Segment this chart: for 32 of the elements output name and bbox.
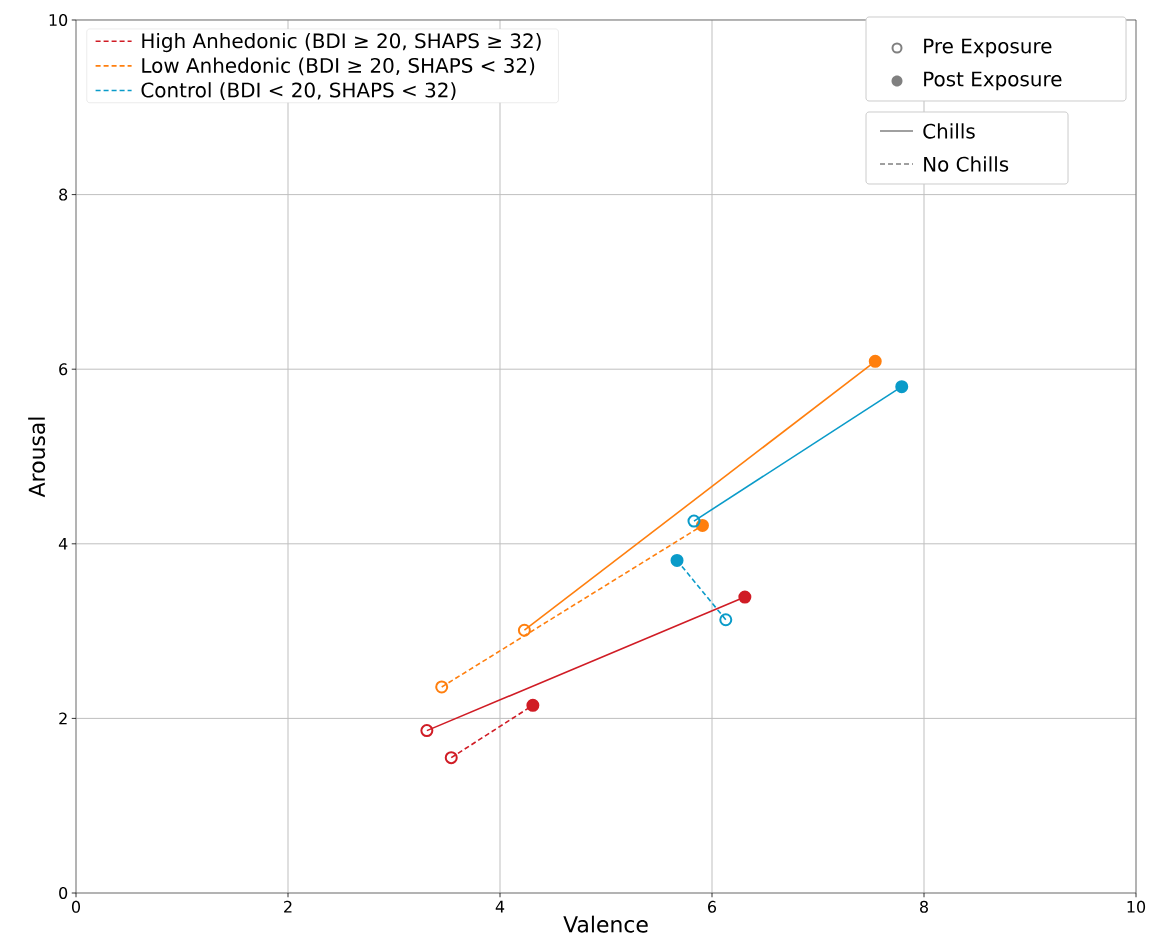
y-tick-label: 2 <box>59 712 67 725</box>
annotation: No Chills <box>924 156 1009 172</box>
point <box>895 380 909 394</box>
point <box>444 751 458 765</box>
annotation: Post Exposure <box>924 71 1062 91</box>
point <box>687 514 701 528</box>
point <box>435 680 449 694</box>
x-tick-label: 0 <box>71 900 81 913</box>
point <box>420 724 434 738</box>
x-tick-label: 4 <box>495 900 505 913</box>
legend-label: Low Anhedonic (BDI ≥ 20, SHAPS < 32) <box>142 57 535 76</box>
y-tick-label: 4 <box>58 537 68 550</box>
y-tick-label: 8 <box>59 188 68 201</box>
x-tick-label: 10 <box>1127 900 1146 913</box>
y-axis-title: Arousal <box>28 417 46 498</box>
point <box>719 613 733 627</box>
point <box>517 623 531 637</box>
point <box>738 590 752 604</box>
point <box>670 553 684 567</box>
y-tick-label: 0 <box>59 886 68 900</box>
x-tick-label: 2 <box>284 900 292 913</box>
x-axis-title: Valence <box>563 915 648 933</box>
y-tick-label: 6 <box>59 363 68 376</box>
legend-label: High Anhedonic (BDI ≥ 20, SHAPS ≥ 32) <box>142 32 541 53</box>
annotation: Chills <box>923 123 975 139</box>
y-tick-label: 10 <box>49 13 68 27</box>
x-tick-label: 6 <box>708 900 717 913</box>
annotation: Pre Exposure <box>924 38 1052 58</box>
legend-label: Control (BDI < 20, SHAPS < 32) <box>141 82 456 100</box>
point <box>868 354 882 368</box>
point <box>526 698 540 712</box>
x-tick-label: 8 <box>920 900 928 913</box>
